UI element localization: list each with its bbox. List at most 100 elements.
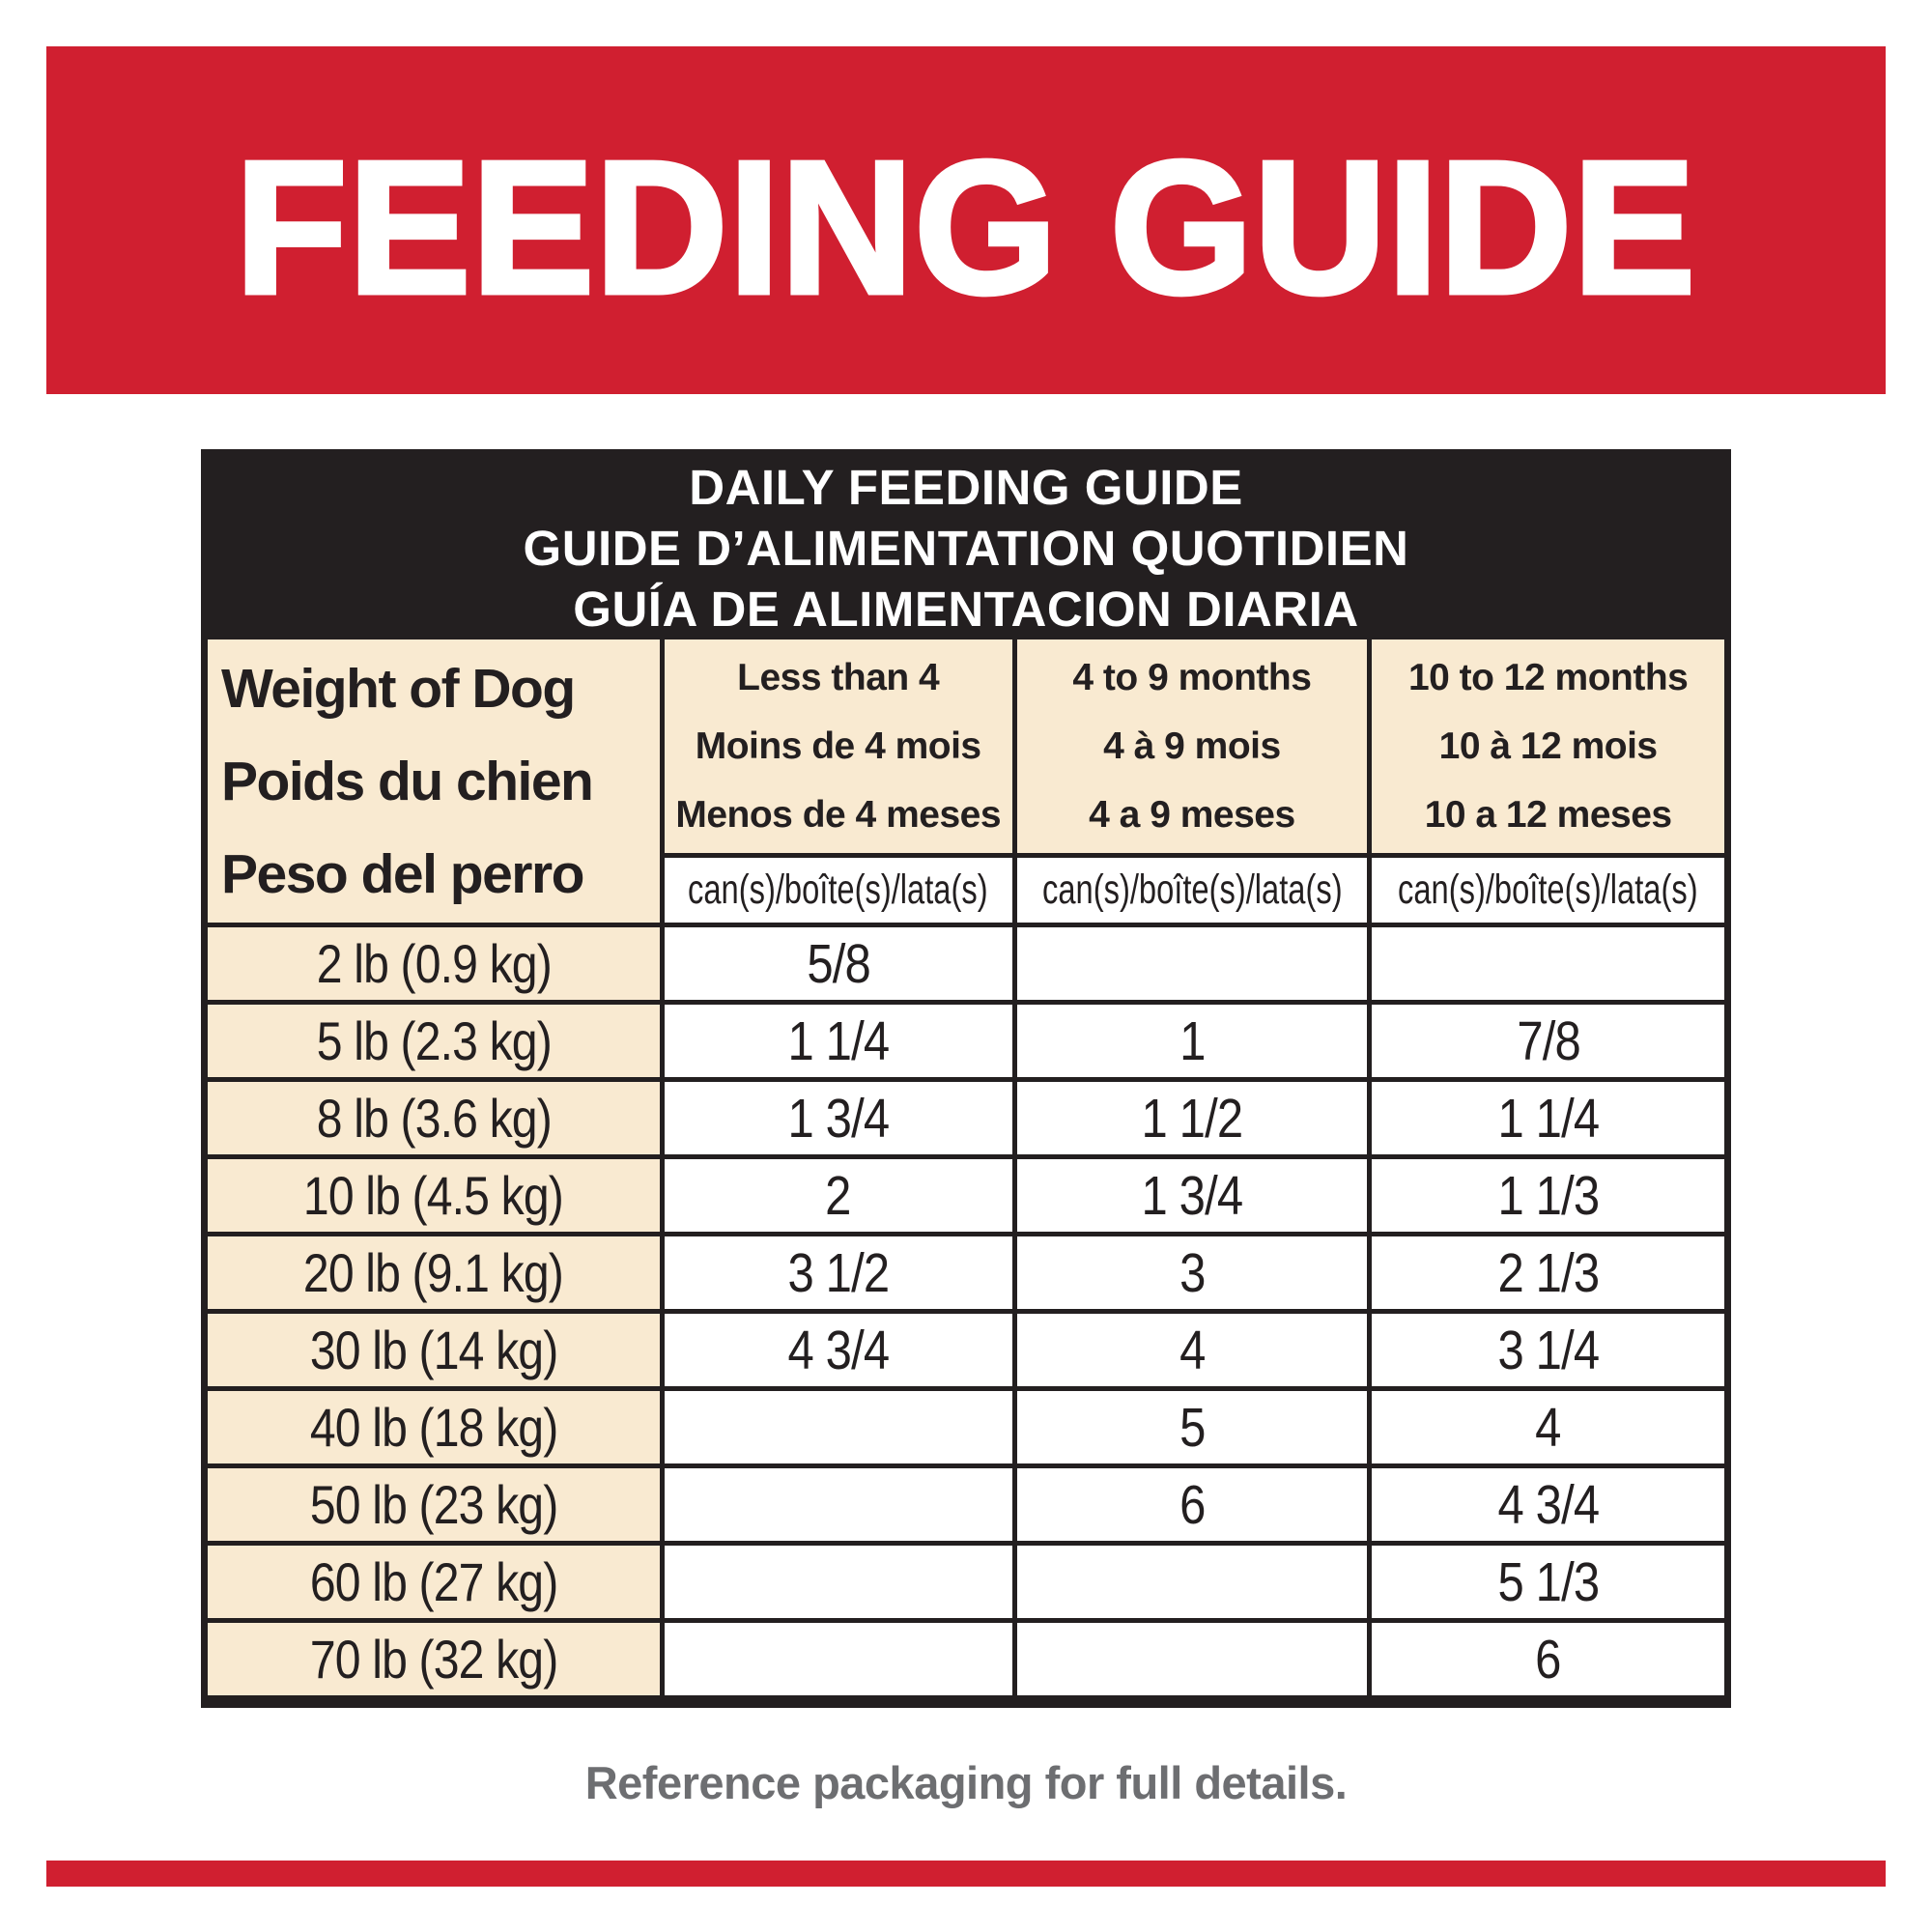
amount-value: 1 (1179, 1009, 1206, 1072)
amount-value: 1 3/4 (1141, 1164, 1244, 1227)
amount-value: 3 1/4 (1497, 1319, 1600, 1381)
amount-cell (659, 1463, 1012, 1541)
amount-cell: 1 3/4 (1011, 1154, 1368, 1232)
amount-value: 5/8 (806, 932, 870, 995)
weight-cell: 60 lb (27 kg) (208, 1541, 660, 1618)
amount-value: 1 1/4 (787, 1009, 890, 1072)
amount-cell: 7/8 (1367, 1000, 1724, 1077)
weight-cell: 2 lb (0.9 kg) (208, 923, 660, 1000)
amount-cell: 4 (1011, 1309, 1368, 1386)
amount-cell: 1 (1011, 1000, 1368, 1077)
weight-header-line-es: Peso del perro (221, 842, 584, 905)
weight-cell: 5 lb (2.3 kg) (208, 1000, 660, 1077)
weight-header-line-en: Weight of Dog (221, 657, 576, 720)
amount-value: 3 1/2 (787, 1241, 890, 1304)
unit-cell: can(s)/boîte(s)/lata(s) (1011, 853, 1368, 923)
weight-value: 20 lb (9.1 kg) (303, 1242, 564, 1303)
feeding-guide-banner: FEEDING GUIDE (46, 46, 1886, 394)
amount-value: 4 (1535, 1396, 1561, 1459)
amount-cell: 6 (1367, 1618, 1724, 1695)
table-title-line-fr: GUIDE D’ALIMENTATION QUOTIDIEN (523, 520, 1409, 576)
weight-cell: 70 lb (32 kg) (208, 1618, 660, 1695)
weight-value: 2 lb (0.9 kg) (316, 933, 552, 994)
amount-cell: 1 1/2 (1011, 1077, 1368, 1154)
weight-value: 8 lb (3.6 kg) (316, 1088, 552, 1149)
amount-value: 7/8 (1516, 1009, 1580, 1072)
footer-note: Reference packaging for full details. (584, 1757, 1348, 1808)
unit-label: can(s)/boîte(s)/lata(s) (1041, 867, 1343, 913)
weight-cell: 30 lb (14 kg) (208, 1309, 660, 1386)
weight-cell: 40 lb (18 kg) (208, 1386, 660, 1463)
weight-column-header: Weight of Dog Poids du chien Peso del pe… (208, 639, 660, 923)
amount-cell (1011, 1541, 1368, 1618)
age-column-header-less-than-4: Less than 4 Moins de 4 mois Menos de 4 m… (659, 639, 1012, 853)
amount-cell (659, 1618, 1012, 1695)
amount-value: 4 3/4 (787, 1319, 890, 1381)
amount-value: 1 1/4 (1497, 1087, 1600, 1150)
amount-cell: 3 (1011, 1232, 1368, 1309)
bottom-red-bar (46, 1861, 1886, 1887)
weight-cell: 20 lb (9.1 kg) (208, 1232, 660, 1309)
amount-value: 2 (825, 1164, 851, 1227)
weight-header-line-fr: Poids du chien (221, 750, 594, 812)
amount-cell: 1 3/4 (659, 1077, 1012, 1154)
amount-cell (659, 1541, 1012, 1618)
table-title: DAILY FEEDING GUIDE GUIDE D’ALIMENTATION… (208, 456, 1724, 639)
age-header-line: Menos de 4 meses (675, 794, 1002, 836)
age-column-header-4-to-9: 4 to 9 months 4 à 9 mois 4 a 9 meses (1011, 639, 1368, 853)
amount-cell: 4 (1367, 1386, 1724, 1463)
amount-cell: 3 1/4 (1367, 1309, 1724, 1386)
banner-title: FEEDING GUIDE (233, 119, 1697, 335)
daily-feeding-table: DAILY FEEDING GUIDE GUIDE D’ALIMENTATION… (201, 449, 1731, 1708)
amount-cell: 3 1/2 (659, 1232, 1012, 1309)
unit-label: can(s)/boîte(s)/lata(s) (1398, 867, 1698, 913)
weight-value: 5 lb (2.3 kg) (316, 1010, 552, 1071)
amount-value: 6 (1535, 1628, 1561, 1690)
amount-cell: 5 (1011, 1386, 1368, 1463)
amount-value: 4 3/4 (1497, 1473, 1600, 1536)
table-title-line-en: DAILY FEEDING GUIDE (689, 459, 1243, 515)
amount-cell (1011, 923, 1368, 1000)
age-header-line: Moins de 4 mois (695, 725, 981, 767)
weight-value: 70 lb (32 kg) (309, 1629, 558, 1690)
amount-cell: 1 1/3 (1367, 1154, 1724, 1232)
amount-cell (1011, 1618, 1368, 1695)
weight-value: 10 lb (4.5 kg) (303, 1165, 564, 1226)
weight-value: 40 lb (18 kg) (309, 1397, 558, 1458)
age-header-line: 4 to 9 months (1072, 657, 1312, 698)
weight-cell: 50 lb (23 kg) (208, 1463, 660, 1541)
weight-value: 60 lb (27 kg) (309, 1551, 558, 1612)
weight-value: 50 lb (23 kg) (309, 1474, 558, 1535)
weight-cell: 8 lb (3.6 kg) (208, 1077, 660, 1154)
age-header-line: Less than 4 (737, 657, 940, 698)
amount-value: 5 1/3 (1497, 1550, 1600, 1613)
amount-cell: 4 3/4 (659, 1309, 1012, 1386)
age-column-header-10-to-12: 10 to 12 months 10 à 12 mois 10 a 12 mes… (1367, 639, 1724, 853)
weight-cell: 10 lb (4.5 kg) (208, 1154, 660, 1232)
amount-value: 4 (1179, 1319, 1206, 1381)
amount-value: 1 3/4 (787, 1087, 890, 1150)
amount-value: 3 (1179, 1241, 1206, 1304)
amount-value: 1 1/2 (1141, 1087, 1244, 1150)
amount-value: 2 1/3 (1497, 1241, 1600, 1304)
weight-value: 30 lb (14 kg) (309, 1320, 558, 1380)
amount-cell: 5 1/3 (1367, 1541, 1724, 1618)
amount-cell: 2 (659, 1154, 1012, 1232)
amount-cell: 4 3/4 (1367, 1463, 1724, 1541)
amount-cell (659, 1386, 1012, 1463)
table-title-line-es: GUÍA DE ALIMENTACION DIARIA (573, 581, 1359, 637)
age-header-line: 10 to 12 months (1407, 657, 1689, 698)
amount-value: 6 (1179, 1473, 1206, 1536)
unit-label: can(s)/boîte(s)/lata(s) (688, 867, 988, 913)
age-header-line: 4 a 9 meses (1089, 794, 1295, 836)
amount-cell: 2 1/3 (1367, 1232, 1724, 1309)
amount-cell: 5/8 (659, 923, 1012, 1000)
amount-cell: 1 1/4 (1367, 1077, 1724, 1154)
amount-value: 5 (1179, 1396, 1206, 1459)
age-header-line: 4 à 9 mois (1103, 725, 1281, 767)
unit-cell: can(s)/boîte(s)/lata(s) (1367, 853, 1724, 923)
amount-cell (1367, 923, 1724, 1000)
age-header-line: 10 à 12 mois (1438, 725, 1658, 767)
amount-cell: 1 1/4 (659, 1000, 1012, 1077)
